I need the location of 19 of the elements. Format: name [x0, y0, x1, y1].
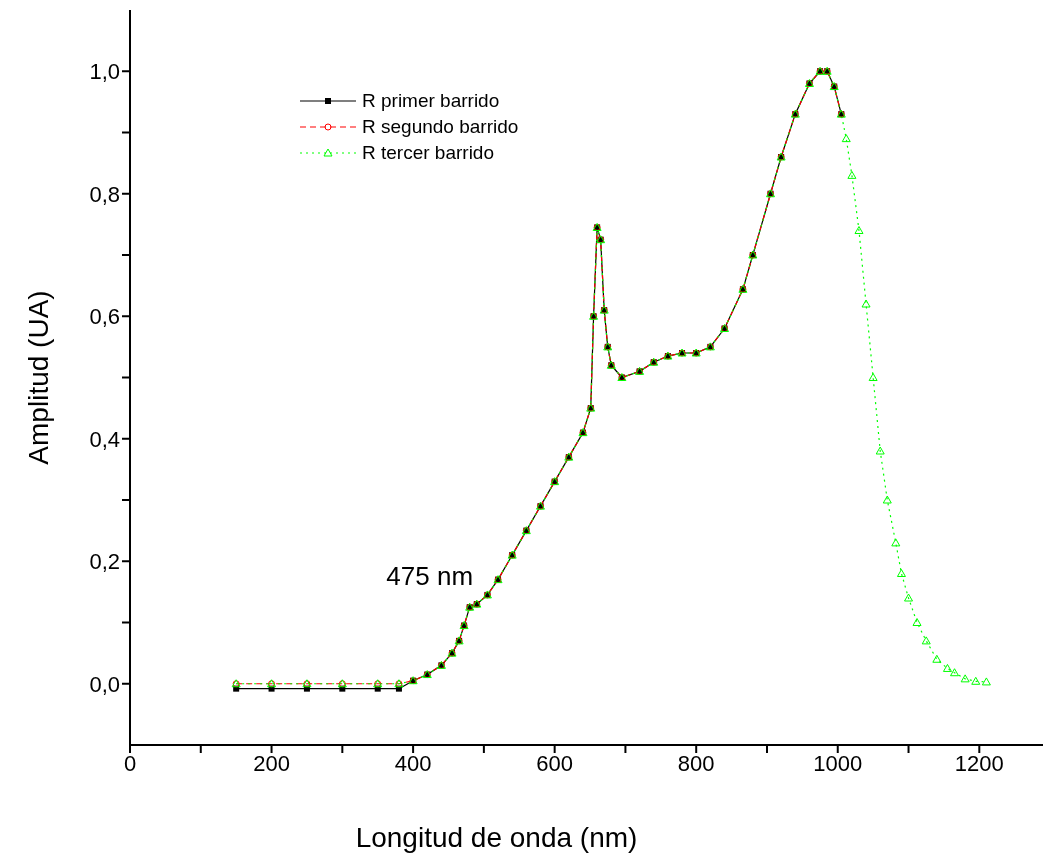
x-tick-label: 400 [394, 750, 432, 776]
y-tick-label: 0,2 [89, 549, 120, 575]
legend-label: R segundo barrido [362, 116, 519, 138]
x-axis-title: Longitud de onda (nm) [355, 822, 638, 853]
legend-label: R tercer barrido [362, 142, 494, 164]
x-tick-label: 1000 [813, 750, 863, 776]
y-tick-label: 0,0 [89, 671, 120, 697]
x-tick-label: 200 [253, 750, 290, 776]
y-tick-label: 0,6 [89, 304, 120, 330]
y-tick-label: 0,8 [89, 181, 120, 207]
x-tick-label: 0 [123, 750, 137, 776]
x-tick-label: 600 [536, 750, 574, 776]
y-tick-label: 1,0 [89, 59, 120, 85]
x-tick-label: 800 [677, 750, 715, 776]
annotation: 475 nm [386, 561, 474, 592]
y-tick-label: 0,4 [89, 426, 120, 452]
x-tick-label: 1200 [954, 750, 1004, 776]
legend-label: R primer barrido [362, 90, 500, 112]
y-axis-title: Amplitud (UA) [22, 290, 54, 465]
